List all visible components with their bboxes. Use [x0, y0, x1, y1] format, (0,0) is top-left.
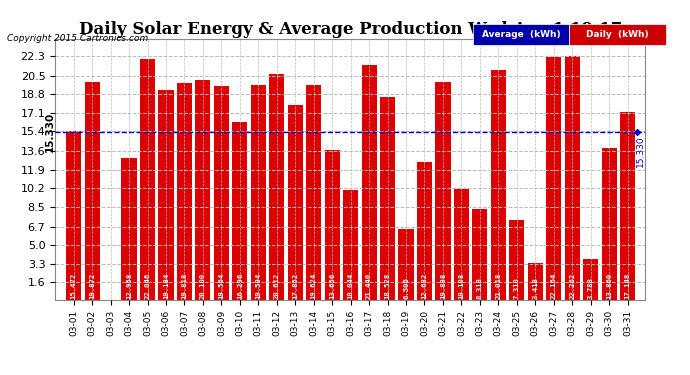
Bar	[269, 74, 284, 300]
Text: 17.148: 17.148	[624, 273, 631, 299]
Bar	[306, 85, 322, 300]
Bar	[233, 122, 248, 300]
Bar	[473, 209, 487, 300]
Bar	[417, 162, 432, 300]
Bar	[491, 70, 506, 300]
Bar	[177, 83, 192, 300]
Bar	[435, 82, 451, 300]
Text: 18.528: 18.528	[384, 273, 391, 299]
Text: 3.418: 3.418	[532, 277, 538, 299]
Text: Daily  (kWh): Daily (kWh)	[586, 30, 649, 39]
Bar	[159, 90, 174, 300]
Text: 13.656: 13.656	[329, 273, 335, 299]
Text: 16.296: 16.296	[237, 273, 243, 299]
Bar	[324, 150, 339, 300]
Text: Average  (kWh): Average (kWh)	[482, 30, 560, 39]
Bar	[509, 220, 524, 300]
Text: 21.440: 21.440	[366, 273, 372, 299]
Text: 21.018: 21.018	[495, 273, 502, 299]
Text: 20.612: 20.612	[274, 273, 279, 299]
Text: 22.164: 22.164	[551, 273, 557, 299]
Bar	[398, 229, 413, 300]
Title: Daily Solar Energy & Average Production Wed Apr 1 19:17: Daily Solar Energy & Average Production …	[79, 21, 622, 38]
Text: 22.046: 22.046	[144, 273, 150, 299]
Bar	[602, 148, 617, 300]
Bar	[546, 57, 562, 300]
Text: 19.624: 19.624	[310, 273, 317, 299]
Text: 19.564: 19.564	[218, 273, 224, 299]
Text: 3.788: 3.788	[588, 277, 593, 299]
Text: 13.860: 13.860	[606, 273, 612, 299]
Text: 20.100: 20.100	[200, 273, 206, 299]
Bar	[140, 58, 155, 300]
Text: 15.330: 15.330	[45, 112, 55, 152]
Bar	[583, 258, 598, 300]
Text: 19.184: 19.184	[163, 273, 169, 299]
Text: 8.318: 8.318	[477, 277, 483, 299]
Text: 19.872: 19.872	[89, 273, 95, 299]
Bar	[288, 105, 303, 300]
Bar	[362, 65, 377, 300]
Text: 19.818: 19.818	[181, 273, 188, 299]
Text: 22.262: 22.262	[569, 273, 575, 299]
Text: 12.632: 12.632	[422, 273, 428, 299]
Text: 10.108: 10.108	[458, 273, 464, 299]
Text: 19.898: 19.898	[440, 273, 446, 299]
Text: 17.852: 17.852	[293, 273, 298, 299]
Bar	[380, 97, 395, 300]
Text: 19.594: 19.594	[255, 273, 262, 299]
Text: 10.044: 10.044	[348, 273, 354, 299]
Bar	[66, 130, 81, 300]
Text: 6.506: 6.506	[403, 277, 409, 299]
Bar	[195, 80, 210, 300]
Bar	[528, 262, 543, 300]
Bar	[343, 190, 358, 300]
Text: 12.958: 12.958	[126, 273, 132, 299]
Bar	[85, 82, 99, 300]
Text: 7.310: 7.310	[514, 277, 520, 299]
Bar	[121, 158, 137, 300]
Bar	[564, 56, 580, 300]
Text: Copyright 2015 Cartronics.com: Copyright 2015 Cartronics.com	[7, 34, 148, 43]
Text: 15.330: 15.330	[636, 135, 645, 167]
Text: 15.472: 15.472	[70, 273, 77, 299]
Bar	[250, 86, 266, 300]
Bar	[620, 112, 635, 300]
Bar	[214, 86, 229, 300]
Bar	[454, 189, 469, 300]
